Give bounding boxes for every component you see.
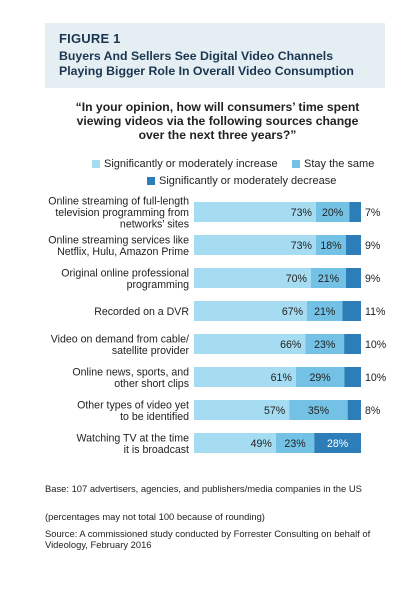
bar-segment-decrease <box>314 433 361 453</box>
bar-segment-increase <box>194 367 296 387</box>
bar-segment-increase <box>194 433 276 453</box>
legend-label-increase: Significantly or moderately increase <box>104 158 278 170</box>
bar-segment-decrease <box>349 202 361 222</box>
footer-base: Base: 107 advertisers, agencies, and pub… <box>45 483 362 494</box>
data-label-increase: 73% <box>291 207 313 219</box>
category-label: television programming from <box>55 207 189 219</box>
data-label-decrease: 7% <box>365 207 381 219</box>
category-label: Video on demand from cable/ <box>51 333 189 345</box>
category-label: to be identified <box>120 411 189 423</box>
bar-segment-increase <box>194 301 308 321</box>
legend-label-decrease: Significantly or moderately decrease <box>159 175 337 187</box>
bar-segment-same <box>305 334 345 354</box>
data-label-same: 21% <box>314 306 336 318</box>
data-label-increase: 73% <box>291 240 313 252</box>
category-label: Online streaming of full-length <box>48 196 189 208</box>
data-label-increase: 57% <box>264 405 286 417</box>
category-label: Online news, sports, and <box>72 366 189 378</box>
figure-title-line-2: Playing Bigger Role In Overall Video Con… <box>59 64 354 78</box>
question-line-1: “In your opinion, how will consumers’ ti… <box>75 100 360 114</box>
footer-note: (percentages may not total 100 because o… <box>45 511 265 522</box>
category-label: Watching TV at the time <box>77 432 190 444</box>
data-label-increase: 49% <box>251 438 273 450</box>
data-label-decrease: 9% <box>365 273 381 285</box>
data-label-increase: 61% <box>271 372 293 384</box>
data-label-increase: 67% <box>282 306 304 318</box>
figure-title-line-1: Buyers And Sellers See Digital Video Cha… <box>59 49 334 63</box>
bar-segment-decrease <box>345 268 361 288</box>
category-label: Original online professional <box>61 267 189 279</box>
bar-segment-same <box>315 235 346 255</box>
category-label: networks’ sites <box>120 219 189 231</box>
category-label: Netflix, Hulu, Amazon Prime <box>57 246 189 258</box>
figure-label: FIGURE 1 <box>59 31 121 46</box>
figure-header: FIGURE 1 Buyers And Sellers See Digital … <box>45 23 385 88</box>
bar-segment-decrease <box>344 334 361 354</box>
bar-segment-same <box>315 202 350 222</box>
legend-swatch-increase <box>92 160 100 168</box>
bar-segment-increase <box>194 400 290 420</box>
legend-swatch-decrease <box>147 177 155 185</box>
bar-segment-decrease <box>342 301 361 321</box>
bar-segment-same <box>289 400 348 420</box>
data-label-same: 21% <box>318 273 340 285</box>
question-line-2: viewing videos via the following sources… <box>76 114 359 128</box>
bar-segment-decrease <box>344 367 361 387</box>
bar-segment-same <box>307 301 343 321</box>
legend-item-decrease: Significantly or moderately decrease <box>147 175 336 187</box>
legend-swatch-same <box>292 160 300 168</box>
bar-segment-increase <box>194 334 306 354</box>
bar-segment-increase <box>194 202 316 222</box>
data-label-decrease: 10% <box>365 372 387 384</box>
category-label: other short clips <box>114 378 189 390</box>
data-label-same: 35% <box>308 405 330 417</box>
data-label-decrease: 10% <box>365 339 387 351</box>
bar-segment-decrease <box>345 235 361 255</box>
footer-source: Source: A commissioned study conducted b… <box>45 528 371 551</box>
bar-segment-increase <box>194 268 311 288</box>
data-label-same: 18% <box>320 240 342 252</box>
bar-segment-decrease <box>347 400 361 420</box>
data-label-decrease: 11% <box>365 306 386 318</box>
category-label: satellite provider <box>112 345 190 357</box>
data-label-decrease: 28% <box>327 438 349 450</box>
legend-item-increase: Significantly or moderately increase <box>92 158 278 170</box>
data-label-same: 23% <box>284 438 306 450</box>
category-label: programming <box>127 279 190 291</box>
category-label: Online streaming services like <box>48 234 189 246</box>
survey-question: “In your opinion, how will consumers’ ti… <box>50 100 385 142</box>
legend-item-same: Stay the same <box>292 158 374 170</box>
bar-segment-same <box>295 367 345 387</box>
bar-segment-same <box>310 268 346 288</box>
data-label-increase: 66% <box>280 339 302 351</box>
data-label-same: 23% <box>314 339 336 351</box>
data-label-decrease: 9% <box>365 240 381 252</box>
bar-segment-same <box>275 433 315 453</box>
category-label: Recorded on a DVR <box>94 306 189 318</box>
data-label-same: 29% <box>309 372 331 384</box>
data-label-decrease: 8% <box>365 405 381 417</box>
figure-title: Buyers And Sellers See Digital Video Cha… <box>59 49 371 79</box>
category-label: Other types of video yet <box>77 399 189 411</box>
bar-segment-increase <box>194 235 316 255</box>
question-line-3: over the next three years?” <box>138 128 297 142</box>
data-label-increase: 70% <box>286 273 308 285</box>
data-label-same: 20% <box>322 207 344 219</box>
legend-label-same: Stay the same <box>304 158 375 170</box>
category-label: it is broadcast <box>124 444 189 456</box>
